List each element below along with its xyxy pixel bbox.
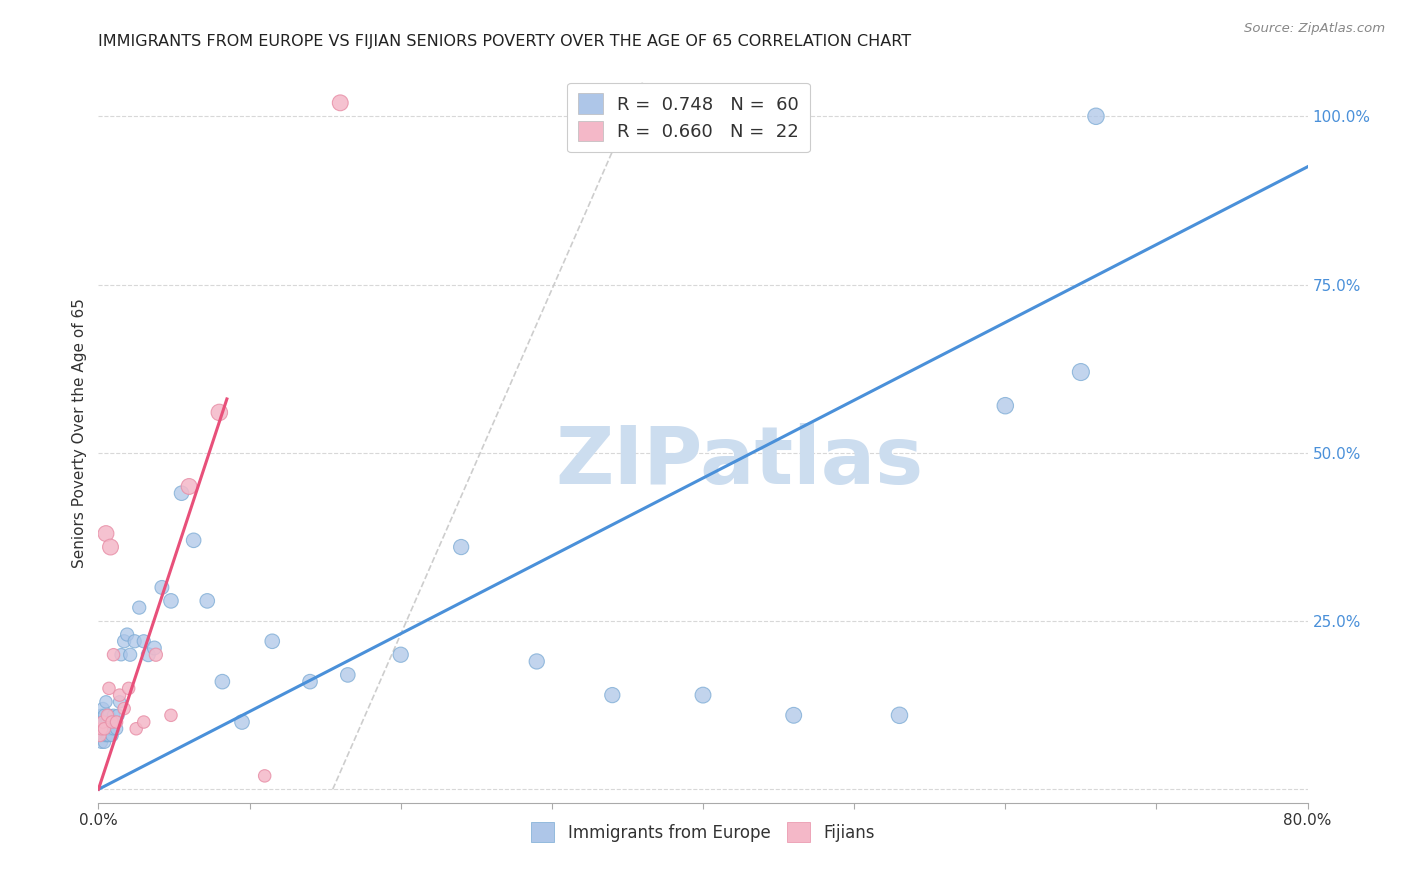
- Point: [336, 668, 359, 682]
- Point: [179, 479, 201, 493]
- Point: [98, 722, 121, 736]
- Point: [526, 655, 548, 669]
- Point: [90, 735, 112, 749]
- Point: [128, 600, 150, 615]
- Point: [91, 714, 114, 729]
- Point: [89, 714, 111, 729]
- Point: [94, 526, 117, 541]
- Legend: Immigrants from Europe, Fijians: Immigrants from Europe, Fijians: [523, 814, 883, 850]
- Point: [112, 634, 135, 648]
- Point: [96, 722, 118, 736]
- Point: [170, 486, 193, 500]
- Point: [90, 722, 112, 736]
- Point: [692, 688, 714, 702]
- Point: [94, 714, 117, 729]
- Point: [91, 701, 114, 715]
- Point: [783, 708, 806, 723]
- Point: [160, 708, 183, 723]
- Point: [329, 95, 352, 110]
- Point: [124, 634, 146, 648]
- Point: [208, 405, 231, 419]
- Point: [96, 714, 118, 729]
- Point: [160, 594, 183, 608]
- Point: [389, 648, 412, 662]
- Point: [115, 627, 138, 641]
- Point: [110, 648, 132, 662]
- Point: [101, 714, 124, 729]
- Point: [101, 729, 124, 743]
- Point: [132, 634, 155, 648]
- Point: [91, 729, 114, 743]
- Point: [120, 648, 142, 662]
- Point: [103, 648, 125, 662]
- Point: [145, 648, 167, 662]
- Point: [889, 708, 911, 723]
- Point: [91, 714, 114, 729]
- Y-axis label: Seniors Poverty Over the Age of 65: Seniors Poverty Over the Age of 65: [72, 298, 87, 567]
- Point: [195, 594, 218, 608]
- Point: [103, 708, 125, 723]
- Point: [231, 714, 253, 729]
- Point: [1085, 109, 1108, 123]
- Point: [104, 714, 127, 729]
- Point: [262, 634, 284, 648]
- Point: [100, 714, 122, 729]
- Point: [107, 708, 129, 723]
- Point: [105, 714, 128, 729]
- Point: [96, 708, 118, 723]
- Point: [143, 640, 166, 655]
- Point: [93, 708, 115, 723]
- Point: [602, 688, 624, 702]
- Point: [98, 681, 121, 696]
- Point: [211, 674, 233, 689]
- Point: [125, 722, 148, 736]
- Point: [94, 695, 117, 709]
- Point: [93, 735, 115, 749]
- Point: [94, 722, 117, 736]
- Point: [101, 714, 124, 729]
- Point: [108, 695, 131, 709]
- Point: [994, 399, 1017, 413]
- Text: Source: ZipAtlas.com: Source: ZipAtlas.com: [1244, 22, 1385, 36]
- Point: [150, 581, 173, 595]
- Point: [89, 729, 111, 743]
- Point: [100, 540, 122, 554]
- Point: [98, 729, 121, 743]
- Point: [1070, 365, 1092, 379]
- Point: [103, 722, 125, 736]
- Point: [105, 722, 128, 736]
- Point: [183, 533, 205, 548]
- Point: [136, 648, 159, 662]
- Point: [94, 729, 117, 743]
- Point: [450, 540, 472, 554]
- Point: [299, 674, 322, 689]
- Point: [253, 769, 276, 783]
- Point: [93, 722, 115, 736]
- Point: [93, 722, 115, 736]
- Point: [96, 729, 118, 743]
- Text: IMMIGRANTS FROM EUROPE VS FIJIAN SENIORS POVERTY OVER THE AGE OF 65 CORRELATION : IMMIGRANTS FROM EUROPE VS FIJIAN SENIORS…: [98, 34, 911, 49]
- Point: [108, 688, 131, 702]
- Point: [98, 708, 121, 723]
- Point: [132, 714, 155, 729]
- Point: [100, 722, 122, 736]
- Point: [90, 708, 112, 723]
- Point: [89, 729, 111, 743]
- Text: ZIPatlas: ZIPatlas: [555, 423, 924, 501]
- Point: [90, 722, 112, 736]
- Point: [112, 701, 135, 715]
- Point: [118, 681, 141, 696]
